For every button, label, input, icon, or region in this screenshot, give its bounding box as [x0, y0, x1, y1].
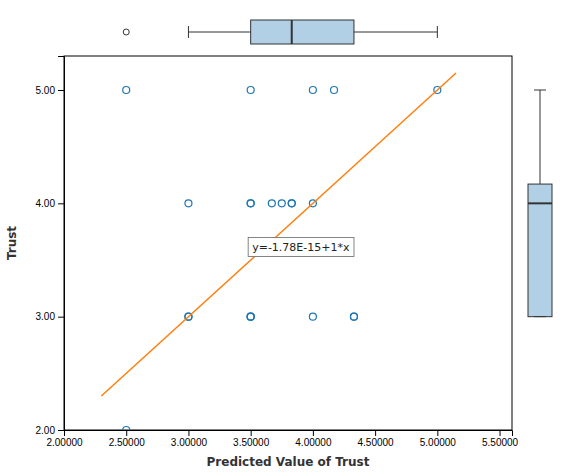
x-tick-label: 2.50000: [109, 437, 146, 448]
annotation: y=-1.78E-15+1*x: [248, 238, 354, 257]
x-tick-mark: [437, 430, 438, 436]
x-tick: 4.00000: [295, 430, 332, 448]
outlier: [123, 29, 129, 35]
point: [123, 427, 130, 431]
whisker-cap: [188, 26, 189, 38]
point: [309, 313, 316, 320]
whisker-cap: [534, 90, 546, 91]
y-tick: 3.00: [36, 311, 64, 322]
plot-area: [101, 73, 456, 430]
whisker: [540, 90, 541, 184]
y-tick-mark: [58, 90, 64, 91]
point: [350, 313, 357, 320]
chart: 2.00000 2.50000 3.00000 3.50000 4.00000 4.500…: [0, 0, 576, 476]
y-tick-label: 5.00: [36, 85, 56, 96]
y-tick-mark: [58, 317, 64, 318]
y-tick: 2.00: [36, 425, 64, 436]
y-axis: 2.00 3.00 4.00 5.00: [36, 57, 65, 436]
x-tick: 5.00000: [420, 430, 457, 448]
x-tick-label: 3.00000: [171, 437, 208, 448]
annotation-box: [248, 238, 354, 257]
point: [247, 200, 254, 207]
point: [247, 313, 254, 320]
x-tick: 4.50000: [358, 430, 395, 448]
x-tick: 3.50000: [233, 430, 270, 448]
x-axis: 2.00000 2.50000 3.00000 3.50000 4.00000 4.500…: [46, 430, 518, 448]
point: [247, 200, 254, 207]
point: [185, 200, 192, 207]
box: [528, 184, 552, 317]
x-tick-label: 5.50000: [482, 437, 519, 448]
whisker: [188, 32, 250, 33]
x-tick: 2.50000: [109, 430, 146, 448]
y-box-plot: [528, 90, 552, 317]
x-tick: 3.00000: [171, 430, 208, 448]
point: [350, 313, 357, 320]
x-tick: 5.50000: [482, 430, 519, 448]
x-tick-mark: [375, 430, 376, 436]
x-box-plot: [123, 20, 437, 44]
y-tick-mark: [58, 430, 64, 431]
point: [288, 200, 295, 207]
point: [268, 200, 275, 207]
x-tick-label: 4.00000: [295, 437, 332, 448]
x-tick-label: 3.50000: [233, 437, 270, 448]
fit-line: [101, 73, 456, 396]
y-axis-title: Trust: [5, 226, 19, 260]
x-tick-label: 2.00000: [46, 437, 83, 448]
x-axis-line: [65, 431, 513, 437]
point: [331, 87, 338, 94]
x-tick-mark: [500, 430, 501, 436]
y-tick-mark: [58, 203, 64, 204]
point: [309, 87, 316, 94]
point: [278, 200, 285, 207]
y-tick-label: 4.00: [36, 198, 56, 209]
y-tick-label: 3.00: [36, 311, 56, 322]
point: [123, 87, 130, 94]
y-tick: 5.00: [36, 85, 64, 96]
whisker-cap: [437, 26, 438, 38]
whisker: [354, 32, 437, 33]
x-tick-mark: [188, 430, 189, 436]
x-tick-mark: [313, 430, 314, 436]
plot-frame: [64, 56, 512, 430]
point: [247, 313, 254, 320]
plot-background: [64, 56, 512, 430]
y-tick: 4.00: [36, 198, 64, 209]
point: [247, 313, 254, 320]
y-tick-label: 2.00: [36, 425, 56, 436]
x-axis-title: Predicted Value of Trust: [207, 455, 370, 469]
x-tick-mark: [126, 430, 127, 436]
annotation-text: y=-1.78E-15+1*x: [252, 241, 350, 254]
scatter-series: [123, 87, 441, 431]
x-tick-label: 5.00000: [420, 437, 457, 448]
median: [528, 202, 552, 204]
point: [247, 87, 254, 94]
box: [251, 20, 354, 44]
x-tick-label: 4.50000: [358, 437, 395, 448]
median: [291, 20, 293, 44]
x-tick-mark: [251, 430, 252, 436]
point: [288, 200, 295, 207]
